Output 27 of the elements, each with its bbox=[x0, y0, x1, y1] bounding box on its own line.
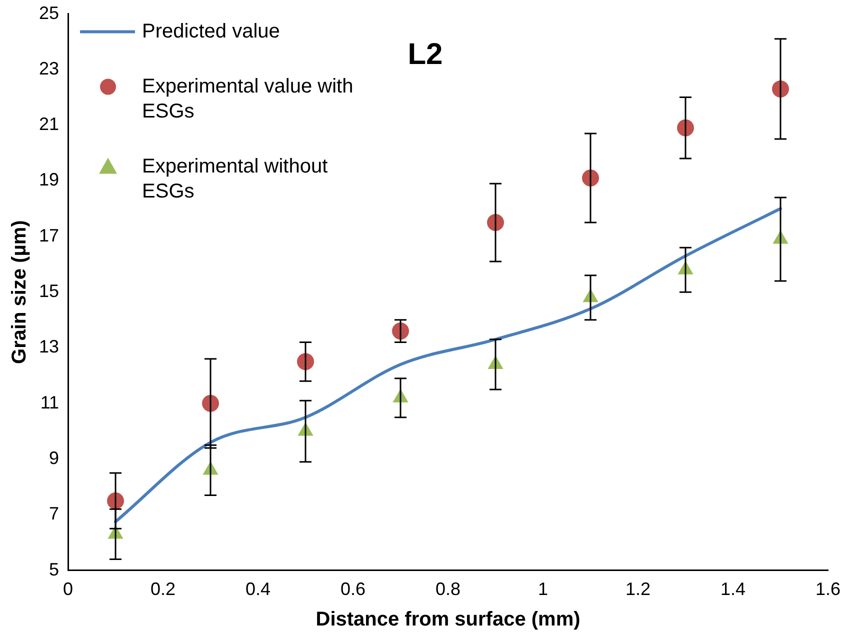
y-tick-label: 15 bbox=[38, 281, 60, 302]
text: L2 bbox=[408, 38, 443, 72]
y-tick-label: 9 bbox=[49, 448, 60, 468]
legend-label: Experimental value with ESGs bbox=[142, 75, 354, 122]
y-tick-label: 17 bbox=[38, 225, 60, 246]
y-tick-label: 13 bbox=[38, 336, 60, 357]
x-tick-label: 0 bbox=[63, 579, 74, 600]
x-axis-title: Distance from surface (mm) bbox=[316, 608, 580, 631]
line-series bbox=[114, 207, 782, 524]
y-tick-label: 11 bbox=[40, 392, 60, 412]
y-tick-label: 5 bbox=[49, 559, 60, 580]
legend-label: Experimental without ESGs bbox=[142, 155, 328, 202]
y-tick-label: 19 bbox=[38, 170, 60, 190]
x-tick-label: 0.2 bbox=[150, 579, 176, 600]
x-tick-label: 0.6 bbox=[340, 579, 366, 600]
y-tick-label: 25 bbox=[38, 2, 60, 23]
x-tick-label: 1.6 bbox=[815, 579, 841, 600]
y-axis-title: Grain size (µm) bbox=[8, 220, 31, 364]
y-tick-label: 21 bbox=[38, 114, 60, 134]
x-tick-label: 1.2 bbox=[625, 579, 651, 600]
y-tick-label: 23 bbox=[38, 58, 60, 78]
legend-label: Predicted value bbox=[142, 20, 280, 42]
x-tick-label: 1 bbox=[538, 579, 548, 600]
y-tick-label: 7 bbox=[49, 504, 60, 524]
x-tick-label: 1.4 bbox=[720, 579, 746, 600]
x-tick-label: 0.8 bbox=[435, 579, 461, 600]
x-tick-label: 0.4 bbox=[246, 579, 271, 600]
